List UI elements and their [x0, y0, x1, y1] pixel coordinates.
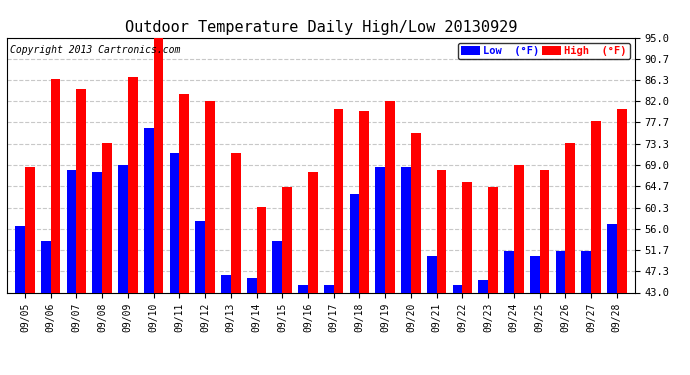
Bar [25, 168, 34, 292]
Bar [334, 109, 344, 292]
Bar [247, 278, 257, 292]
Bar [118, 165, 128, 292]
Bar [427, 256, 437, 292]
Bar [488, 187, 498, 292]
Bar [411, 133, 421, 292]
Legend: Low  (°F), High  (°F): Low (°F), High (°F) [457, 43, 629, 59]
Bar [50, 79, 61, 292]
Bar [401, 168, 411, 292]
Bar [385, 101, 395, 292]
Bar [170, 153, 179, 292]
Bar [230, 153, 241, 292]
Bar [179, 94, 189, 292]
Bar [15, 226, 25, 292]
Bar [154, 35, 164, 292]
Title: Outdoor Temperature Daily High/Low 20130929: Outdoor Temperature Daily High/Low 20130… [125, 20, 517, 35]
Bar [221, 275, 230, 292]
Bar [591, 121, 601, 292]
Bar [195, 221, 205, 292]
Bar [617, 109, 627, 292]
Bar [504, 251, 514, 292]
Bar [77, 89, 86, 292]
Bar [359, 111, 369, 292]
Bar [555, 251, 565, 292]
Bar [144, 128, 154, 292]
Bar [462, 182, 472, 292]
Bar [375, 168, 385, 292]
Bar [128, 77, 137, 292]
Bar [257, 207, 266, 292]
Bar [607, 224, 617, 292]
Bar [41, 241, 50, 292]
Bar [282, 187, 292, 292]
Bar [298, 285, 308, 292]
Bar [530, 256, 540, 292]
Bar [565, 143, 575, 292]
Bar [437, 170, 446, 292]
Bar [350, 194, 359, 292]
Bar [92, 172, 102, 292]
Bar [273, 241, 282, 292]
Bar [308, 172, 318, 292]
Bar [453, 285, 462, 292]
Bar [324, 285, 334, 292]
Bar [205, 101, 215, 292]
Bar [67, 170, 77, 292]
Bar [540, 170, 549, 292]
Bar [478, 280, 488, 292]
Text: Copyright 2013 Cartronics.com: Copyright 2013 Cartronics.com [10, 45, 180, 55]
Bar [102, 143, 112, 292]
Bar [581, 251, 591, 292]
Bar [514, 165, 524, 292]
